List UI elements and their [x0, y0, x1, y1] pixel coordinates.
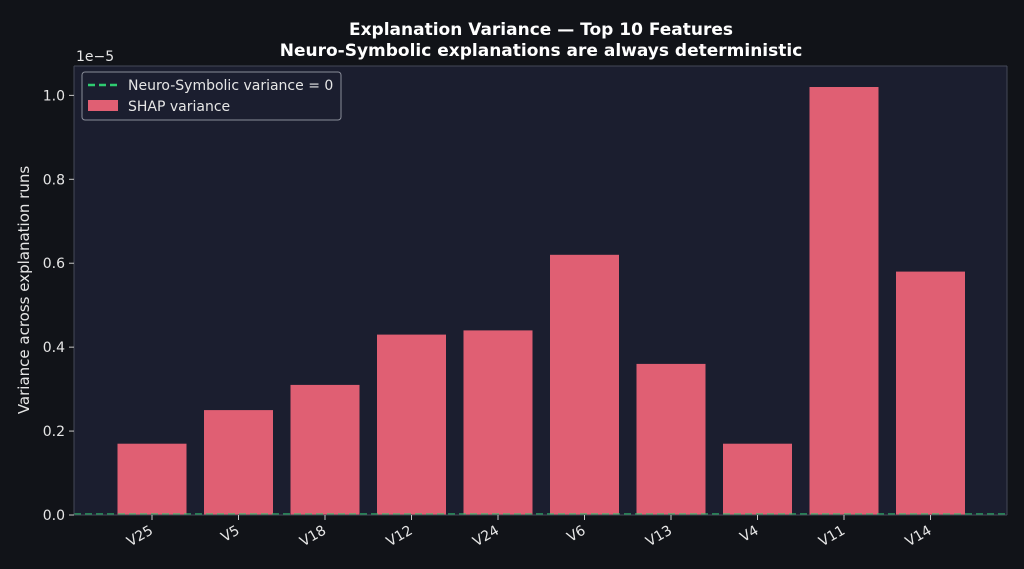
bar-v6 — [550, 254, 619, 516]
x-tick-label-v13: V13 — [643, 523, 675, 551]
chart-title: Explanation Variance — Top 10 Features — [349, 20, 733, 40]
y-tick-label: 1.0 — [43, 88, 65, 104]
chart-subtitle: Neuro-Symbolic explanations are always d… — [280, 41, 803, 61]
legend: Neuro-Symbolic variance = 0 SHAP varianc… — [81, 71, 342, 121]
x-tick-label-v25: V25 — [124, 523, 156, 551]
y-tick-label: 0.0 — [43, 508, 65, 524]
bar-v25 — [117, 443, 187, 515]
y-tick-label: 0.4 — [43, 340, 65, 356]
bar-v24 — [463, 330, 533, 515]
legend-shap-label: SHAP variance — [128, 99, 230, 115]
x-tick-label-v5: V5 — [218, 523, 242, 546]
y-offset-text: 1e−5 — [76, 49, 114, 65]
bar-v4 — [723, 443, 792, 515]
legend-box — [81, 71, 342, 121]
bar-v13 — [636, 363, 706, 515]
y-axis-label: Variance across explanation runs — [15, 166, 33, 415]
bar-v14 — [896, 271, 965, 515]
x-tick-label-v24: V24 — [470, 523, 502, 551]
x-tick-label-v6: V6 — [564, 523, 588, 546]
x-tick-label-v18: V18 — [297, 523, 329, 551]
x-tick-label-v11: V11 — [816, 523, 848, 551]
y-tick-label: 0.8 — [43, 172, 65, 188]
y-axis-ticks: 0.0 0.2 0.4 0.6 0.8 1.0 — [43, 88, 74, 524]
bars-group — [117, 87, 965, 516]
x-tick-label-v14: V14 — [903, 523, 935, 551]
x-tick-label-v4: V4 — [737, 523, 761, 546]
y-tick-label: 0.6 — [43, 256, 65, 272]
legend-shap-swatch — [88, 100, 118, 111]
bar-v5 — [204, 410, 273, 515]
y-tick-label: 0.2 — [43, 424, 65, 440]
bar-v12 — [377, 334, 446, 515]
bar-v11 — [809, 87, 879, 515]
legend-reference-line-label: Neuro-Symbolic variance = 0 — [128, 78, 333, 94]
bar-v18 — [290, 384, 360, 515]
x-tick-label-v12: V12 — [384, 523, 416, 551]
x-axis-ticks: V25 V5 V18 V12 V24 V6 V13 V4 V11 V14 — [124, 515, 935, 551]
